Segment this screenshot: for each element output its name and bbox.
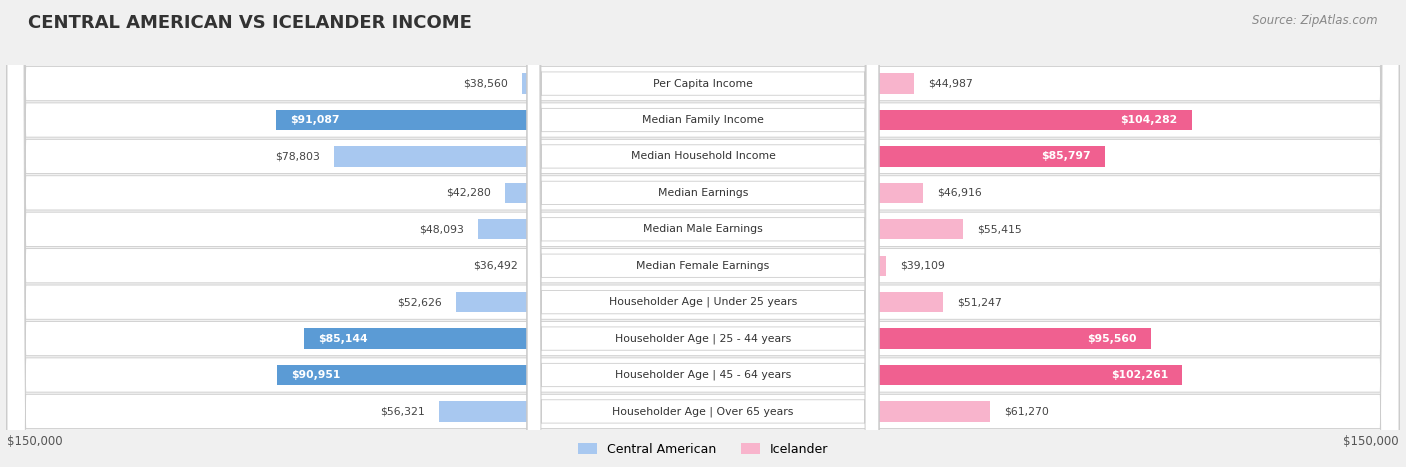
FancyBboxPatch shape — [7, 0, 1399, 467]
Bar — [703, 219, 963, 240]
FancyBboxPatch shape — [527, 0, 879, 467]
Bar — [703, 255, 886, 276]
Bar — [531, 255, 703, 276]
Text: $51,247: $51,247 — [957, 297, 1002, 307]
Text: $61,270: $61,270 — [1004, 406, 1049, 417]
Bar — [703, 146, 1105, 167]
Bar — [478, 219, 703, 240]
Bar — [457, 292, 703, 312]
Text: $85,797: $85,797 — [1042, 151, 1091, 162]
FancyBboxPatch shape — [7, 0, 1399, 467]
Text: $44,987: $44,987 — [928, 78, 973, 89]
Text: Householder Age | Under 25 years: Householder Age | Under 25 years — [609, 297, 797, 307]
Text: $46,916: $46,916 — [936, 188, 981, 198]
Bar — [522, 73, 703, 94]
Text: $104,282: $104,282 — [1121, 115, 1178, 125]
Text: $91,087: $91,087 — [290, 115, 340, 125]
Text: Median Female Earnings: Median Female Earnings — [637, 261, 769, 271]
Bar — [703, 183, 922, 203]
FancyBboxPatch shape — [527, 0, 879, 467]
Text: $36,492: $36,492 — [474, 261, 517, 271]
Text: CENTRAL AMERICAN VS ICELANDER INCOME: CENTRAL AMERICAN VS ICELANDER INCOME — [28, 14, 472, 32]
Bar — [703, 292, 943, 312]
FancyBboxPatch shape — [7, 0, 1399, 467]
FancyBboxPatch shape — [527, 0, 879, 467]
Text: $150,000: $150,000 — [1343, 435, 1399, 448]
Text: $95,560: $95,560 — [1087, 333, 1137, 344]
Text: Median Family Income: Median Family Income — [643, 115, 763, 125]
Text: $39,109: $39,109 — [900, 261, 945, 271]
FancyBboxPatch shape — [527, 0, 879, 467]
Bar — [439, 401, 703, 422]
Text: $52,626: $52,626 — [398, 297, 443, 307]
Text: $90,951: $90,951 — [291, 370, 340, 380]
FancyBboxPatch shape — [527, 0, 879, 467]
FancyBboxPatch shape — [7, 0, 1399, 467]
FancyBboxPatch shape — [7, 0, 1399, 467]
Text: Householder Age | 25 - 44 years: Householder Age | 25 - 44 years — [614, 333, 792, 344]
Text: $42,280: $42,280 — [446, 188, 491, 198]
Text: Median Earnings: Median Earnings — [658, 188, 748, 198]
Bar — [703, 328, 1152, 349]
Text: $48,093: $48,093 — [419, 224, 464, 234]
Text: Median Male Earnings: Median Male Earnings — [643, 224, 763, 234]
Text: $102,261: $102,261 — [1111, 370, 1168, 380]
Bar — [703, 110, 1192, 130]
Bar — [505, 183, 703, 203]
FancyBboxPatch shape — [527, 0, 879, 467]
Bar — [703, 365, 1182, 385]
FancyBboxPatch shape — [527, 0, 879, 467]
Bar — [304, 328, 703, 349]
Text: $55,415: $55,415 — [977, 224, 1022, 234]
Text: $85,144: $85,144 — [318, 333, 367, 344]
FancyBboxPatch shape — [527, 0, 879, 467]
Bar — [703, 401, 990, 422]
FancyBboxPatch shape — [7, 0, 1399, 467]
Bar — [333, 146, 703, 167]
Text: Per Capita Income: Per Capita Income — [652, 78, 754, 89]
Bar — [276, 110, 703, 130]
FancyBboxPatch shape — [7, 0, 1399, 467]
Text: $150,000: $150,000 — [7, 435, 63, 448]
FancyBboxPatch shape — [7, 0, 1399, 467]
FancyBboxPatch shape — [527, 0, 879, 467]
Bar — [277, 365, 703, 385]
Legend: Central American, Icelander: Central American, Icelander — [572, 438, 834, 461]
Text: $38,560: $38,560 — [464, 78, 508, 89]
Text: Source: ZipAtlas.com: Source: ZipAtlas.com — [1253, 14, 1378, 27]
Text: Median Household Income: Median Household Income — [630, 151, 776, 162]
Text: Householder Age | Over 65 years: Householder Age | Over 65 years — [612, 406, 794, 417]
Text: Householder Age | 45 - 64 years: Householder Age | 45 - 64 years — [614, 370, 792, 380]
Text: $56,321: $56,321 — [380, 406, 425, 417]
Text: $78,803: $78,803 — [274, 151, 319, 162]
FancyBboxPatch shape — [7, 0, 1399, 467]
FancyBboxPatch shape — [7, 0, 1399, 467]
Bar — [703, 73, 914, 94]
FancyBboxPatch shape — [527, 0, 879, 467]
